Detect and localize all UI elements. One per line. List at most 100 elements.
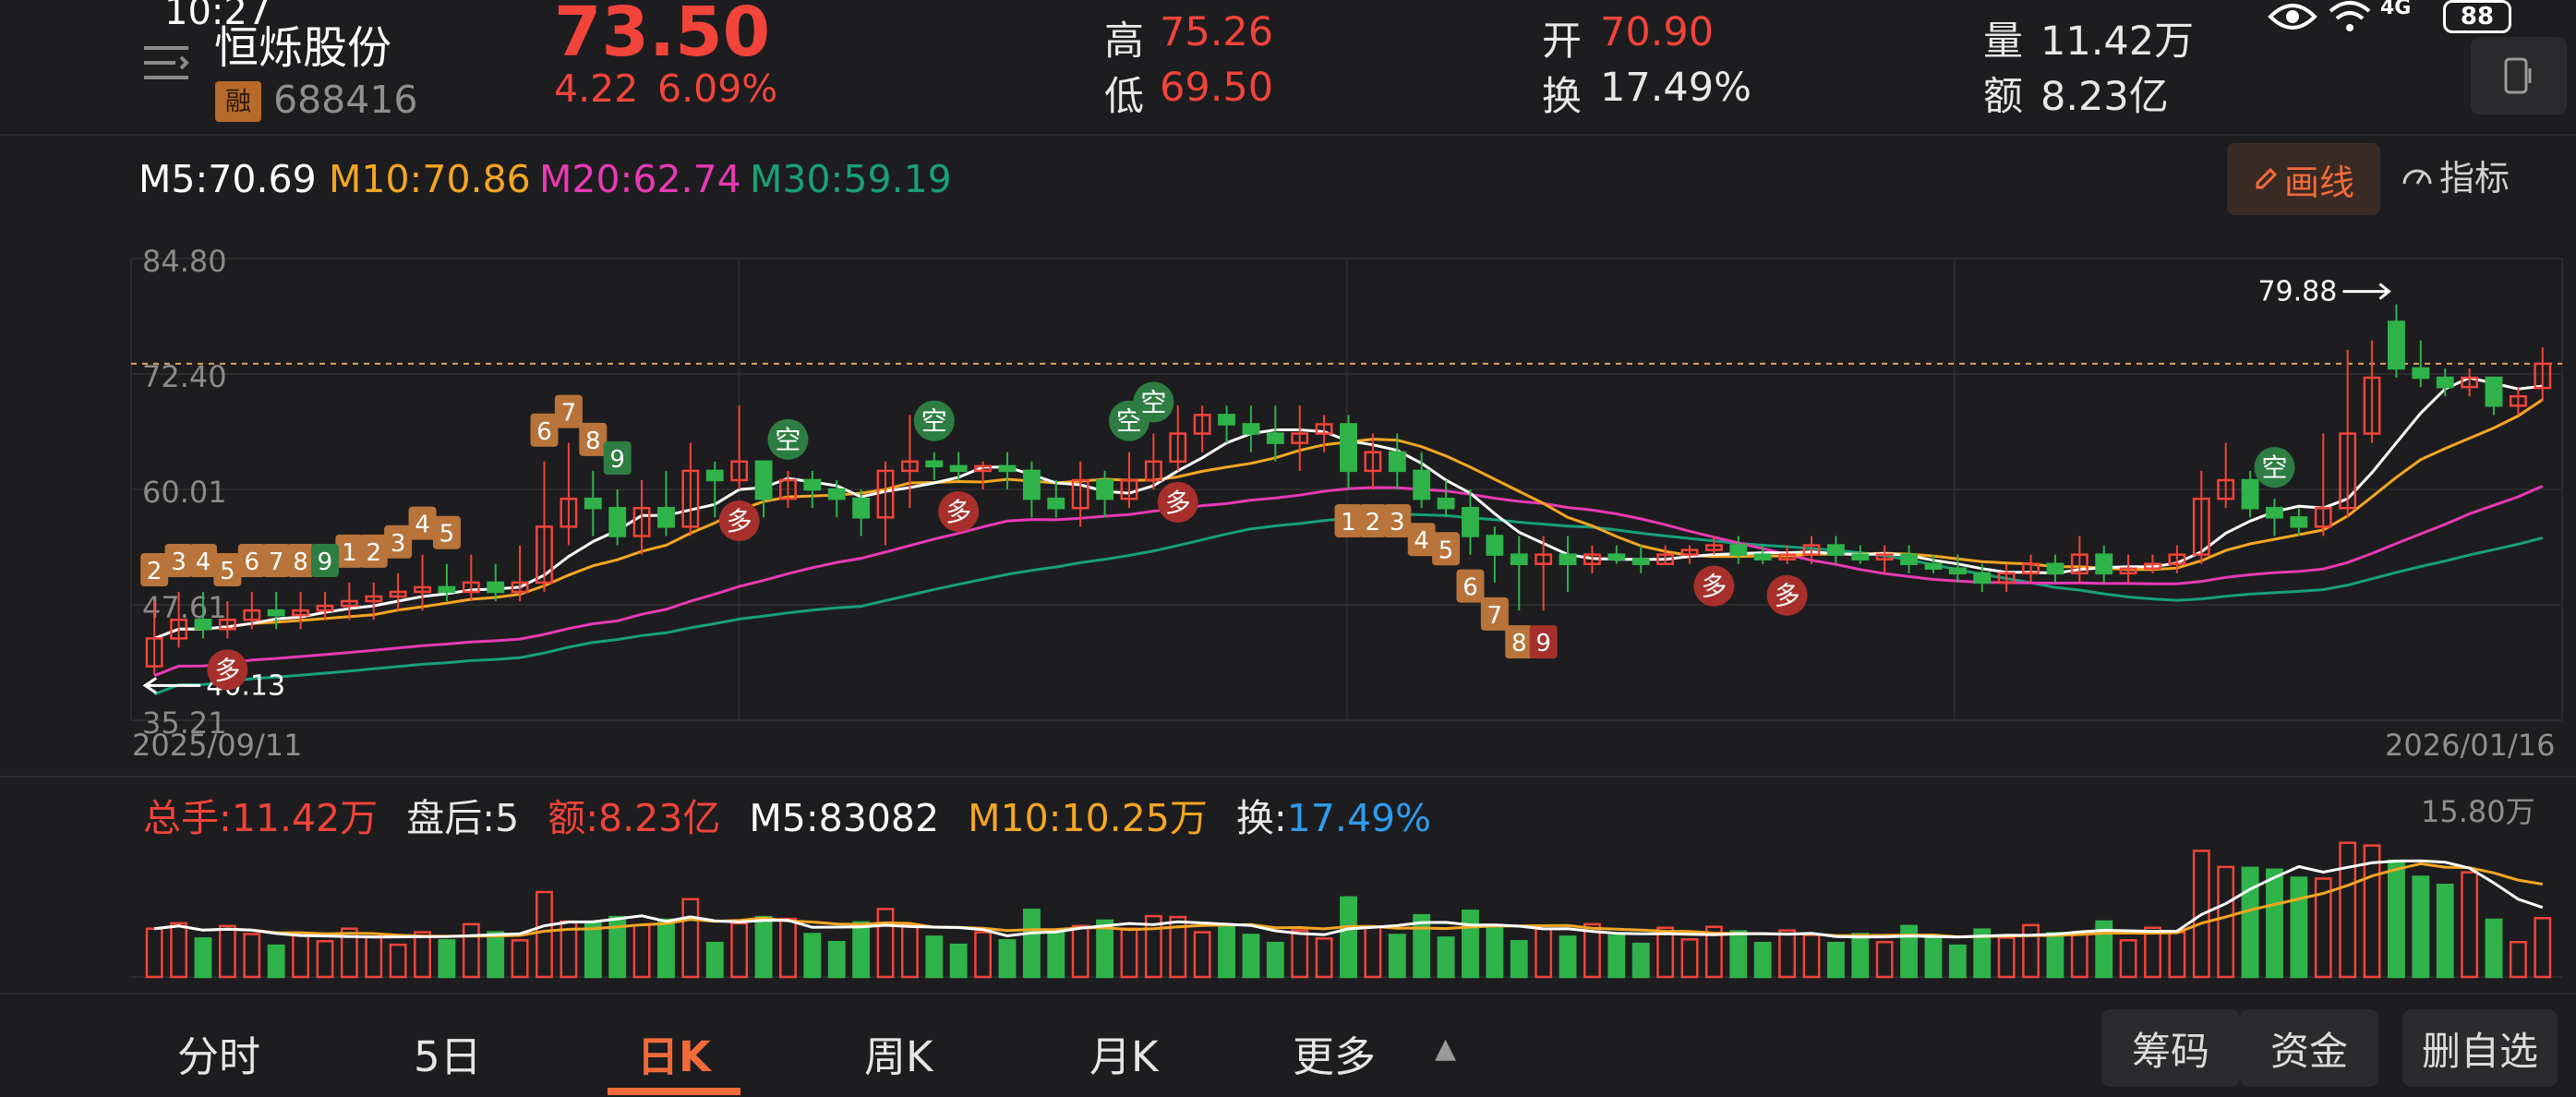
candle xyxy=(1169,432,1187,464)
tab-weekly-k[interactable]: 周K xyxy=(864,1032,933,1081)
sequence-counter xyxy=(310,543,339,577)
sequence-counter xyxy=(432,515,461,549)
volume-bar xyxy=(170,922,188,979)
candle xyxy=(1583,553,1601,565)
remove-watchlist-label: 删自选 xyxy=(2421,1028,2538,1074)
sequence-counter xyxy=(1358,504,1387,538)
candle xyxy=(1851,553,1870,561)
volume-bar xyxy=(1462,910,1479,979)
volume-bar xyxy=(1802,934,1821,979)
sequence-counter-label: 9 xyxy=(1535,630,1551,657)
candle xyxy=(681,469,700,528)
candle xyxy=(2314,506,2332,528)
sequence-counter-label: 6 xyxy=(536,418,552,446)
tab-more[interactable]: 更多 xyxy=(1293,1032,1377,1081)
candle xyxy=(1218,414,1235,426)
landscape-button[interactable] xyxy=(2471,37,2567,115)
candle xyxy=(2412,367,2430,380)
candle xyxy=(2070,553,2088,575)
candle xyxy=(730,460,749,482)
tab-monthly-k[interactable]: 月K xyxy=(1089,1032,1159,1081)
high-value: 75.26 xyxy=(1160,9,1274,55)
volume-bar xyxy=(584,922,602,979)
tab-intraday[interactable]: 分时 xyxy=(177,1032,261,1081)
candle xyxy=(608,506,627,537)
volume-bar xyxy=(900,923,919,979)
price-change: 4.22 xyxy=(554,66,639,111)
candle xyxy=(1607,553,1626,561)
candle xyxy=(2144,562,2161,571)
funds-button[interactable]: 资金 xyxy=(2240,1009,2378,1087)
sequence-counter xyxy=(384,524,413,559)
volume-bar xyxy=(511,939,529,979)
remove-watchlist-button[interactable]: 删自选 xyxy=(2402,1009,2558,1087)
sequence-counter-label: 6 xyxy=(244,548,259,576)
max-price-label: 79.88 xyxy=(2257,276,2337,308)
volume-ma10-line xyxy=(154,862,2544,939)
volume-bar xyxy=(389,943,407,979)
candle xyxy=(2022,562,2040,575)
candle xyxy=(1924,562,1943,571)
candle xyxy=(657,506,675,528)
sequence-counter xyxy=(1505,625,1534,659)
candle xyxy=(2485,376,2503,407)
caret-up-icon[interactable]: ▲ xyxy=(1435,1032,1457,1065)
volume-chart[interactable] xyxy=(0,831,2576,988)
sequence-counter xyxy=(603,441,632,476)
gauge-icon xyxy=(2402,169,2432,185)
candle xyxy=(389,590,407,598)
sequence-counter xyxy=(1529,625,1558,659)
volume-bar xyxy=(1510,940,1528,979)
indicator-button[interactable]: 指标 xyxy=(2401,150,2510,200)
candle xyxy=(462,581,480,594)
candle xyxy=(754,460,773,500)
candle xyxy=(1631,558,1650,565)
candle xyxy=(1535,553,1553,565)
long-signal-badge xyxy=(1157,481,1198,523)
sequence-counter-label: 8 xyxy=(293,548,308,576)
volume-bar xyxy=(1266,941,1284,979)
menu-icon[interactable] xyxy=(138,37,194,89)
candle xyxy=(414,585,431,594)
candle xyxy=(1315,423,1333,435)
volume-bar xyxy=(2534,917,2552,979)
volume-bar xyxy=(1120,927,1138,979)
candle xyxy=(1680,548,1699,556)
short-signal-badge xyxy=(913,400,955,441)
volume-bar xyxy=(1753,941,1772,979)
candle xyxy=(1144,460,1162,482)
sequence-counter-label: 4 xyxy=(1414,527,1429,555)
candle xyxy=(2388,320,2405,370)
sequence-counter-label: 3 xyxy=(391,530,406,558)
sequence-counter xyxy=(237,543,266,577)
candle xyxy=(2217,478,2235,500)
candle xyxy=(1096,478,1113,500)
tab-daily-k[interactable]: 日K xyxy=(637,1032,711,1081)
sequence-counter xyxy=(1480,597,1509,631)
candle xyxy=(1704,544,1723,551)
sequence-counter-label: 2 xyxy=(147,558,163,585)
draw-line-button[interactable]: 画线 xyxy=(2227,143,2380,215)
short-signal-badge xyxy=(1133,381,1174,423)
tab-5day[interactable]: 5日 xyxy=(414,1032,482,1081)
volume-bar xyxy=(681,898,700,979)
after-hours-label: 盘后: xyxy=(406,796,496,840)
sequence-counter xyxy=(359,534,388,568)
sequence-counter-label: 2 xyxy=(1366,509,1381,536)
volume-bar xyxy=(632,923,651,979)
sequence-counter-label: 7 xyxy=(269,548,284,576)
volume-bar xyxy=(730,922,749,979)
candle xyxy=(900,460,919,473)
chips-button[interactable]: 筹码 xyxy=(2101,1009,2240,1087)
volume-bar xyxy=(2436,884,2454,979)
volume-bar xyxy=(243,933,261,979)
long-signal-label: 多 xyxy=(214,655,240,685)
date-end: 2026/01/16 xyxy=(2385,728,2556,763)
short-signal-badge xyxy=(2254,447,2295,488)
volume-bar xyxy=(1559,935,1577,979)
rotate-phone-icon xyxy=(2504,57,2532,94)
open-value: 70.90 xyxy=(1600,9,1715,55)
candle xyxy=(1753,553,1772,561)
volume-bar xyxy=(1413,913,1431,979)
